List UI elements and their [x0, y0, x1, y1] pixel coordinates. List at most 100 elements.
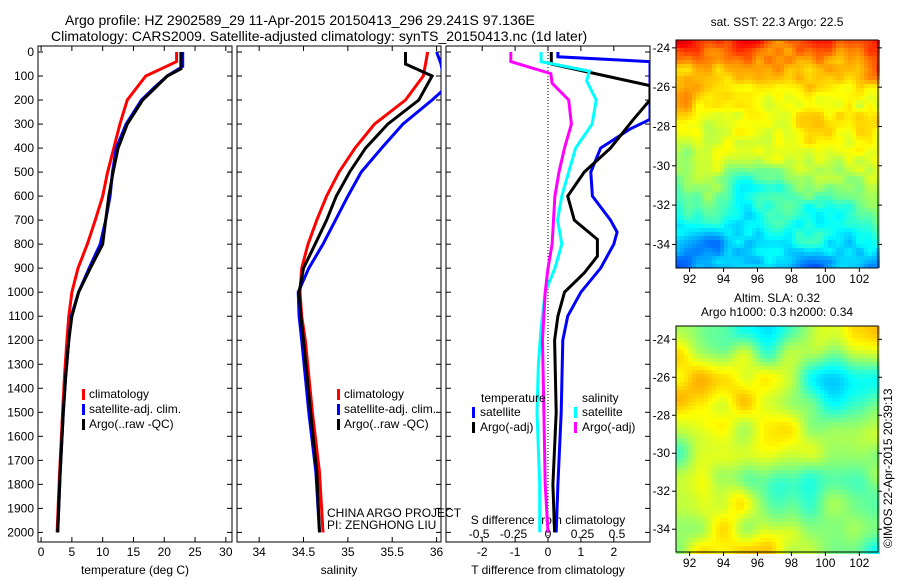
map-cell — [688, 192, 692, 196]
map-cell — [692, 330, 696, 334]
map-cell — [820, 228, 824, 232]
map-cell — [696, 72, 700, 76]
map-cell — [776, 216, 780, 220]
map-cell — [688, 390, 692, 394]
map-cell — [840, 128, 844, 132]
map-cell — [860, 96, 864, 100]
map-cell — [760, 232, 764, 236]
map-cell — [688, 414, 692, 418]
map-cell — [780, 506, 784, 510]
map-cell — [804, 68, 808, 72]
map-cell — [848, 216, 852, 220]
map-cell — [868, 96, 872, 100]
map-cell — [800, 212, 804, 216]
map-cell — [736, 164, 740, 168]
map-cell — [792, 534, 796, 538]
map-cell — [824, 60, 828, 64]
map-cell — [740, 264, 744, 268]
map-cell — [788, 342, 792, 346]
map-cell — [796, 374, 800, 378]
map-cell — [872, 88, 876, 92]
map-cell — [772, 240, 776, 244]
map-cell — [788, 490, 792, 494]
map-cell — [720, 264, 724, 268]
map-cell — [712, 244, 716, 248]
map-cell — [684, 188, 688, 192]
map-cell — [872, 56, 876, 60]
map-cell — [804, 80, 808, 84]
map-cell — [724, 458, 728, 462]
map-cell — [788, 108, 792, 112]
map-cell — [752, 176, 756, 180]
map-cell — [764, 414, 768, 418]
map-cell — [732, 48, 736, 52]
map-cell — [840, 256, 844, 260]
map-cell — [840, 120, 844, 124]
map-cell — [788, 410, 792, 414]
map-cell — [720, 92, 724, 96]
map-cell — [684, 330, 688, 334]
map-cell — [836, 80, 840, 84]
map-cell — [752, 44, 756, 48]
map-cell — [776, 494, 780, 498]
map-cell — [720, 390, 724, 394]
map-cell — [736, 526, 740, 530]
map-cell — [752, 462, 756, 466]
map-cell — [708, 482, 712, 486]
map-cell — [800, 394, 804, 398]
map-cell — [684, 402, 688, 406]
map-cell — [700, 164, 704, 168]
map-cell — [768, 232, 772, 236]
map-cell — [772, 200, 776, 204]
map-cell — [772, 386, 776, 390]
map-cell — [772, 148, 776, 152]
map-cell — [856, 56, 860, 60]
map-cell — [752, 148, 756, 152]
map-cell — [708, 462, 712, 466]
map-cell — [708, 374, 712, 378]
map-cell — [812, 216, 816, 220]
map-cell — [776, 406, 780, 410]
map-cell — [744, 330, 748, 334]
map-cell — [736, 140, 740, 144]
map-cell — [784, 80, 788, 84]
map-cell — [820, 172, 824, 176]
map-cell — [872, 48, 876, 52]
map-cell — [760, 64, 764, 68]
map-cell — [840, 156, 844, 160]
map-cell — [792, 398, 796, 402]
map-cell — [676, 342, 680, 346]
map-cell — [756, 506, 760, 510]
map-cell — [776, 136, 780, 140]
map-cell — [696, 394, 700, 398]
map-cell — [852, 232, 856, 236]
map-cell — [780, 96, 784, 100]
map-cell — [716, 108, 720, 112]
map-cell — [792, 112, 796, 116]
map-cell — [712, 402, 716, 406]
map-cell — [788, 462, 792, 466]
map-cell — [840, 92, 844, 96]
map-cell — [676, 76, 680, 80]
map-cell — [684, 438, 688, 442]
map-cell — [756, 260, 760, 264]
map-cell — [776, 96, 780, 100]
map-cell — [748, 156, 752, 160]
map-cell — [744, 546, 748, 550]
map-cell — [756, 390, 760, 394]
map-cell — [788, 338, 792, 342]
map-cell — [704, 160, 708, 164]
map-cell — [820, 152, 824, 156]
map-cell — [760, 406, 764, 410]
map-cell — [724, 200, 728, 204]
map-cell — [868, 204, 872, 208]
map-cell — [708, 466, 712, 470]
map-cell — [800, 136, 804, 140]
map-cell — [712, 60, 716, 64]
map-cell — [696, 446, 700, 450]
map-cell — [692, 48, 696, 52]
map-cell — [712, 474, 716, 478]
map-cell — [828, 224, 832, 228]
map-cell — [860, 116, 864, 120]
map-cell — [688, 248, 692, 252]
